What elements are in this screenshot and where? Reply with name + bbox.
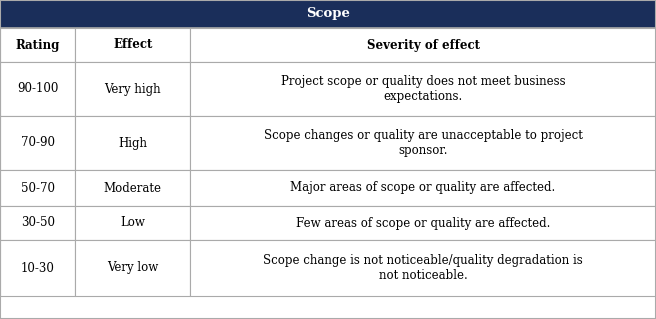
Text: Severity of effect: Severity of effect [367, 39, 480, 51]
Bar [190, 116, 656, 170]
Bar [75, 240, 190, 296]
Text: Very low: Very low [107, 262, 159, 275]
Bar [190, 206, 656, 240]
Bar [0, 62, 75, 116]
Text: 70-90: 70-90 [21, 137, 54, 150]
Text: Scope: Scope [306, 8, 350, 20]
Text: 10-30: 10-30 [21, 262, 54, 275]
Text: Low: Low [121, 217, 145, 229]
Text: Project scope or quality does not meet business
expectations.: Project scope or quality does not meet b… [281, 75, 565, 103]
Text: Rating: Rating [16, 39, 60, 51]
Bar [0, 170, 75, 206]
Bar [75, 206, 190, 240]
Bar [75, 170, 190, 206]
Text: Major areas of scope or quality are affected.: Major areas of scope or quality are affe… [291, 182, 556, 195]
Bar [0, 28, 75, 62]
Bar [75, 116, 190, 170]
Bar [0, 240, 75, 296]
Text: Effect: Effect [113, 39, 153, 51]
Text: Few areas of scope or quality are affected.: Few areas of scope or quality are affect… [296, 217, 550, 229]
Text: Moderate: Moderate [104, 182, 162, 195]
Bar [0, 206, 75, 240]
Text: Very high: Very high [104, 83, 161, 95]
Text: 50-70: 50-70 [21, 182, 54, 195]
Bar [0, 116, 75, 170]
Bar [190, 240, 656, 296]
Text: Scope changes or quality are unacceptable to project
sponsor.: Scope changes or quality are unacceptabl… [264, 129, 583, 157]
Bar [190, 170, 656, 206]
Bar [190, 62, 656, 116]
Bar [75, 28, 190, 62]
Bar [190, 28, 656, 62]
Bar [75, 62, 190, 116]
Bar [0, 0, 656, 28]
Text: 90-100: 90-100 [17, 83, 58, 95]
Text: High: High [118, 137, 148, 150]
Text: Scope change is not noticeable/quality degradation is
not noticeable.: Scope change is not noticeable/quality d… [263, 254, 583, 282]
Text: 30-50: 30-50 [21, 217, 54, 229]
